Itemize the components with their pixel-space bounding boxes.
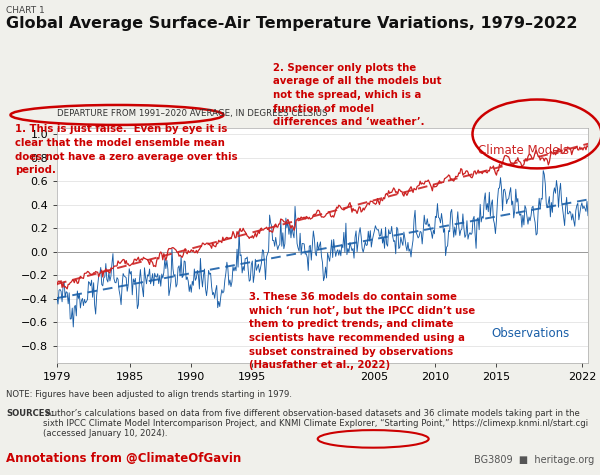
Text: 2. Spencer only plots the
average of all the models but
not the spread, which is: 2. Spencer only plots the average of all…: [273, 63, 442, 127]
Text: NOTE: Figures have been adjusted to align trends starting in 1979.: NOTE: Figures have been adjusted to alig…: [6, 390, 292, 399]
Text: Climate Models: Climate Models: [478, 143, 569, 157]
Text: Author’s calculations based on data from five different observation-based datase: Author’s calculations based on data from…: [43, 408, 589, 438]
Text: Observations: Observations: [491, 327, 569, 340]
Text: SOURCES:: SOURCES:: [6, 408, 54, 418]
Text: DEPARTURE FROM 1991–2020 AVERAGE, IN DEGREES CELSIUS: DEPARTURE FROM 1991–2020 AVERAGE, IN DEG…: [57, 109, 328, 118]
Text: 3. These 36 models do contain some
which ‘run hot’, but the IPCC didn’t use
them: 3. These 36 models do contain some which…: [249, 292, 475, 370]
Text: BG3809  ■  heritage.org: BG3809 ■ heritage.org: [474, 455, 594, 465]
Text: CHART 1: CHART 1: [6, 6, 45, 15]
Text: Annotations from @ClimateOfGavin: Annotations from @ClimateOfGavin: [6, 452, 241, 465]
Text: Global Average Surface-Air Temperature Variations, 1979–2022: Global Average Surface-Air Temperature V…: [6, 16, 577, 31]
Text: 1. This is just false.  Even by eye it is
clear that the model ensemble mean
doe: 1. This is just false. Even by eye it is…: [15, 124, 238, 175]
